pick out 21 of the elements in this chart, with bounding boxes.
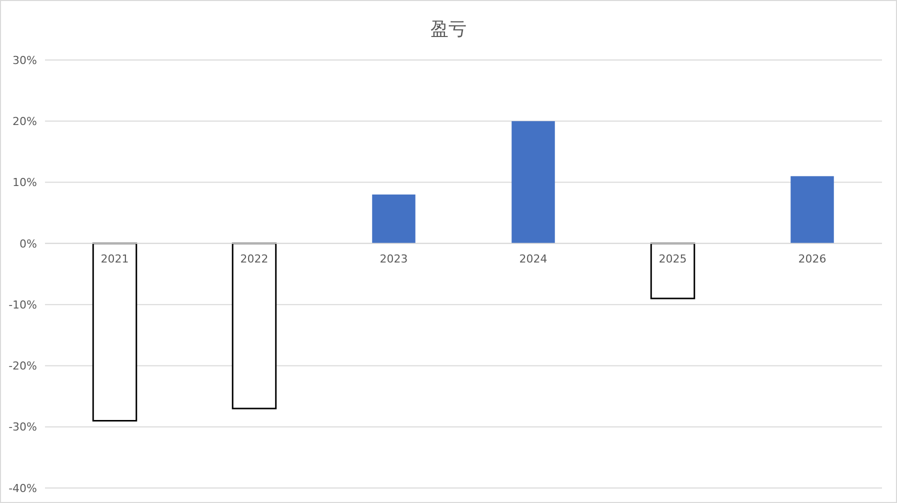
y-tick-label: 0% bbox=[20, 237, 37, 250]
x-tick-label: 2025 bbox=[658, 252, 687, 266]
y-tick-label: -40% bbox=[8, 482, 37, 495]
y-tick-label: -30% bbox=[8, 420, 37, 434]
x-tick-label: 2026 bbox=[798, 252, 826, 266]
x-tick-label: 2024 bbox=[519, 252, 548, 266]
bar bbox=[650, 242, 696, 300]
y-tick-label: -10% bbox=[8, 298, 37, 312]
chart-title: 盈亏 bbox=[430, 19, 466, 40]
x-tick-label: 2021 bbox=[100, 252, 129, 266]
x-tick-label: 2023 bbox=[380, 252, 408, 266]
x-tick-label: 2022 bbox=[240, 252, 268, 266]
bar bbox=[372, 194, 416, 244]
bar bbox=[232, 242, 277, 410]
y-tick-label: -20% bbox=[8, 360, 37, 373]
bar bbox=[92, 242, 138, 422]
y-tick-label: 30% bbox=[12, 54, 37, 67]
y-tick-label: 10% bbox=[12, 176, 37, 190]
y-tick-label: 20% bbox=[12, 114, 37, 128]
bar bbox=[512, 121, 555, 244]
bar bbox=[790, 176, 834, 244]
